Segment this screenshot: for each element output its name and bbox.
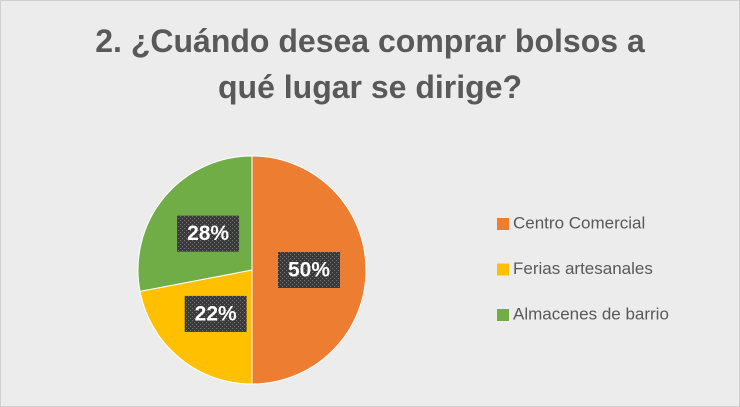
legend-swatch [497, 309, 509, 321]
data-label-box [184, 295, 247, 332]
data-label: 50% [288, 259, 330, 282]
chart-title: 2. ¿Cuándo desea comprar bolsos a qué lu… [95, 23, 645, 105]
legend-swatch [497, 218, 509, 230]
data-label: 28% [187, 222, 229, 245]
legend-label: Centro Comercial [513, 213, 645, 232]
data-label: 22% [195, 302, 237, 325]
legend-label: Ferias artesanales [513, 259, 653, 278]
data-label-box [278, 252, 340, 288]
legend-swatch [497, 263, 509, 276]
data-label-box [177, 215, 240, 252]
legend-label: Almacenes de barrio [513, 304, 669, 323]
